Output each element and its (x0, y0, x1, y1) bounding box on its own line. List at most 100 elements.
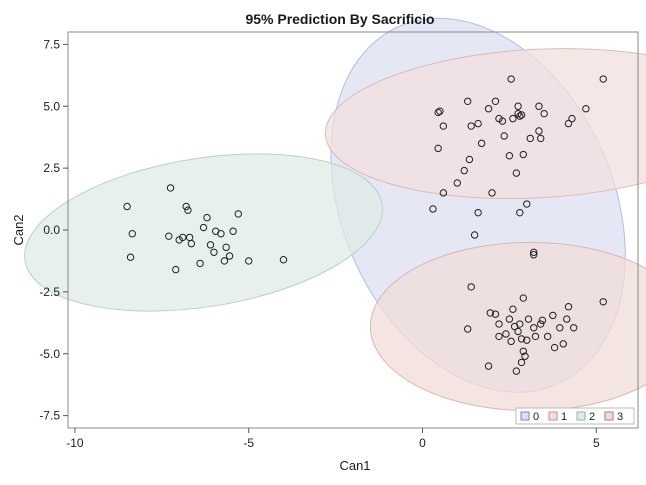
data-point-2 (166, 184, 175, 192)
data-point-2 (123, 202, 131, 211)
data-point-1 (484, 105, 493, 113)
data-point-3 (507, 337, 515, 346)
data-point-1 (536, 134, 545, 143)
legend-label-1: 1 (561, 411, 567, 423)
data-point-1 (439, 122, 448, 130)
data-point-1 (507, 75, 515, 83)
data-point-1 (436, 107, 444, 115)
data-point-0 (516, 208, 524, 217)
data-point-3 (536, 320, 545, 328)
x-tick-label: -5 (243, 436, 254, 450)
data-point-1 (500, 132, 508, 140)
data-point-1 (517, 111, 526, 119)
data-point-0 (439, 189, 448, 197)
legend-swatch-1 (548, 411, 558, 421)
data-point-3 (512, 367, 521, 375)
data-point-1 (568, 114, 576, 123)
data-point-3 (549, 311, 557, 320)
data-point-3 (495, 332, 503, 341)
legend-swatch-0 (520, 411, 530, 421)
data-point-3 (570, 324, 578, 332)
data-point-2 (220, 257, 229, 265)
data-point-2 (245, 257, 253, 265)
data-point-1 (514, 109, 522, 118)
data-point-3 (531, 332, 540, 341)
data-point-1 (491, 97, 500, 106)
data-point-3 (543, 332, 552, 341)
data-point-3 (538, 316, 547, 325)
data-point-3 (530, 251, 538, 259)
x-tick-label: 5 (593, 436, 600, 450)
data-point-3 (563, 315, 571, 323)
data-point-3 (564, 303, 573, 311)
data-point-3 (550, 343, 559, 352)
data-point-3 (524, 315, 533, 323)
y-tick-label: 7.5 (43, 37, 60, 51)
y-axis-label: Can2 (11, 214, 26, 245)
data-point-1 (509, 114, 517, 123)
data-point-1 (463, 97, 472, 106)
data-point-1 (512, 169, 521, 177)
data-point-2 (229, 227, 237, 235)
data-point-1 (540, 109, 548, 118)
data-point-1 (526, 134, 534, 143)
chart-title: 95% Prediction By Sacrificio (245, 11, 434, 27)
data-point-1 (514, 102, 522, 110)
prediction-ellipse-1 (324, 48, 646, 200)
data-point-3 (509, 305, 517, 313)
data-point-0 (488, 189, 496, 197)
y-tick-label: -5.0 (39, 347, 60, 361)
data-point-3 (519, 294, 528, 302)
data-point-1 (474, 119, 482, 128)
data-point-3 (491, 310, 500, 318)
data-point-0 (467, 283, 475, 291)
data-point-1 (535, 102, 543, 110)
data-point-1 (434, 108, 442, 117)
data-point-2 (222, 243, 230, 252)
data-point-3 (519, 347, 528, 355)
data-point-1 (582, 105, 590, 113)
legend-label-2: 2 (589, 411, 595, 423)
data-point-1 (599, 75, 607, 83)
legend-label-0: 0 (533, 411, 539, 423)
data-point-0 (460, 166, 468, 175)
data-point-3 (516, 320, 524, 328)
data-point-2 (217, 230, 225, 238)
data-point-3 (495, 320, 503, 328)
data-point-1 (505, 152, 514, 160)
x-tick-label: -10 (66, 436, 84, 450)
y-tick-label: 5.0 (43, 99, 60, 113)
data-point-3 (559, 340, 567, 348)
data-point-2 (225, 252, 234, 260)
data-point-2 (279, 256, 288, 264)
data-point-3 (556, 324, 564, 332)
data-point-0 (429, 205, 437, 213)
data-point-2 (172, 265, 180, 274)
data-point-1 (519, 150, 528, 159)
data-point-3 (463, 325, 472, 333)
data-point-2 (182, 202, 190, 211)
data-point-3 (486, 309, 494, 317)
data-point-2 (199, 223, 208, 232)
data-point-3 (599, 298, 607, 306)
data-point-3 (484, 362, 493, 370)
legend-label-3: 3 (617, 411, 623, 423)
data-point-3 (530, 324, 538, 332)
legend: 0 1 2 3 (515, 407, 635, 425)
data-point-2 (165, 232, 173, 240)
data-point-0 (453, 179, 461, 187)
y-tick-label: -7.5 (39, 409, 60, 423)
data-point-2 (203, 213, 211, 222)
x-tick-label: 0 (419, 436, 426, 450)
data-point-0 (474, 208, 482, 217)
data-point-3 (505, 315, 514, 323)
data-point-2 (187, 239, 196, 248)
x-axis-label: Can1 (339, 458, 370, 473)
data-point-2 (126, 253, 135, 261)
y-tick-label: -2.5 (39, 285, 60, 299)
data-point-1 (535, 127, 543, 135)
data-point-0 (470, 231, 479, 239)
data-point-2 (184, 206, 192, 214)
data-point-2 (178, 233, 187, 242)
